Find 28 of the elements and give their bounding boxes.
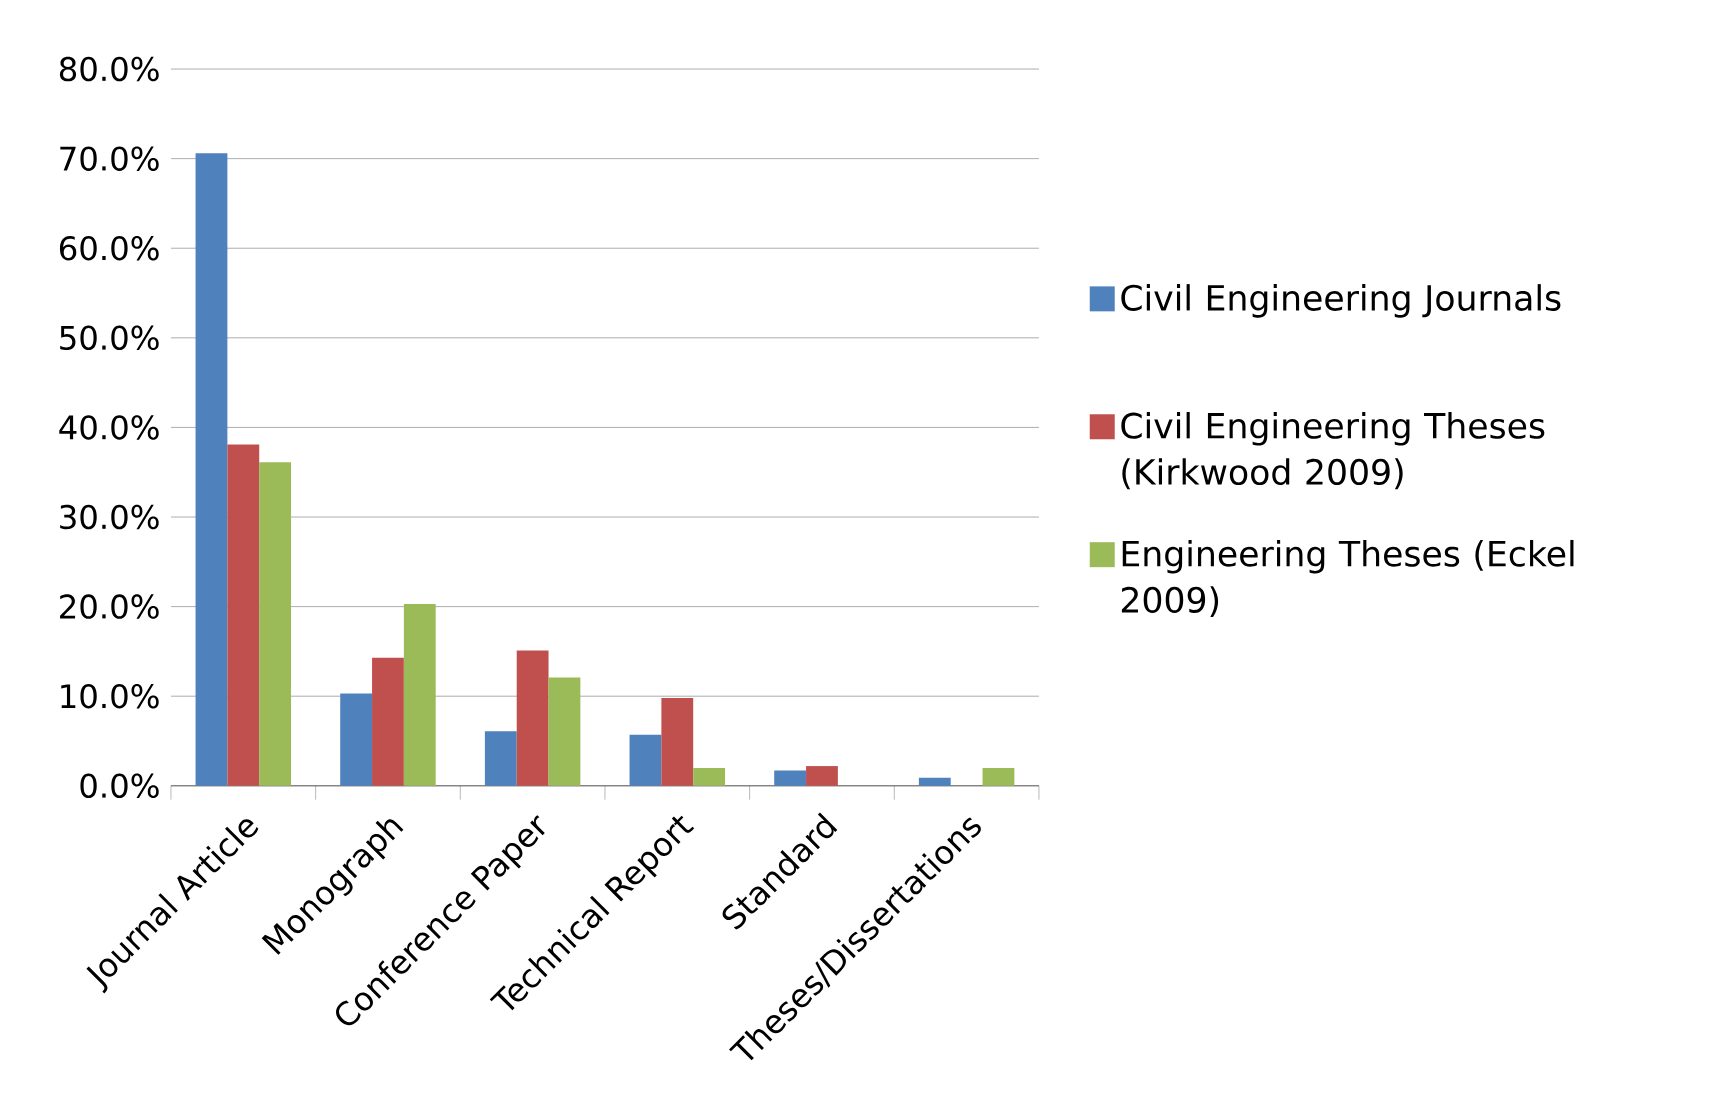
bar (484, 731, 517, 786)
bar (806, 766, 838, 786)
bar (982, 768, 1015, 786)
bar (227, 444, 260, 786)
y-tick-label: 50.0% (60, 325, 159, 351)
y-tick-label: 20.0% (60, 594, 159, 620)
bar (548, 677, 581, 786)
y-tick-label: 0.0% (80, 773, 159, 799)
y-tick-label: 40.0% (59, 415, 159, 440)
bar (195, 153, 228, 786)
bar (372, 657, 404, 786)
bar (516, 650, 549, 786)
legend-label: Civil Engineering Theses (Kirkwood 2009) (1121, 412, 1545, 490)
y-tick-label: 80.0% (59, 56, 159, 82)
y-tick-label: 60.0% (59, 236, 159, 261)
bar (629, 734, 662, 786)
bar (693, 768, 726, 786)
bar (918, 777, 951, 786)
bar (661, 698, 694, 786)
legend-label: Civil Engineering Journals (1121, 284, 1561, 318)
bar (259, 462, 292, 786)
bar (774, 770, 807, 786)
y-tick-label: 10.0% (61, 684, 159, 709)
y-tick-label: 70.0% (60, 146, 159, 172)
y-tick-label: 30.0% (60, 504, 159, 530)
legend-label: Engineering Theses (Eckel 2009) (1121, 540, 1574, 618)
bar (340, 693, 373, 786)
bar (403, 604, 436, 786)
